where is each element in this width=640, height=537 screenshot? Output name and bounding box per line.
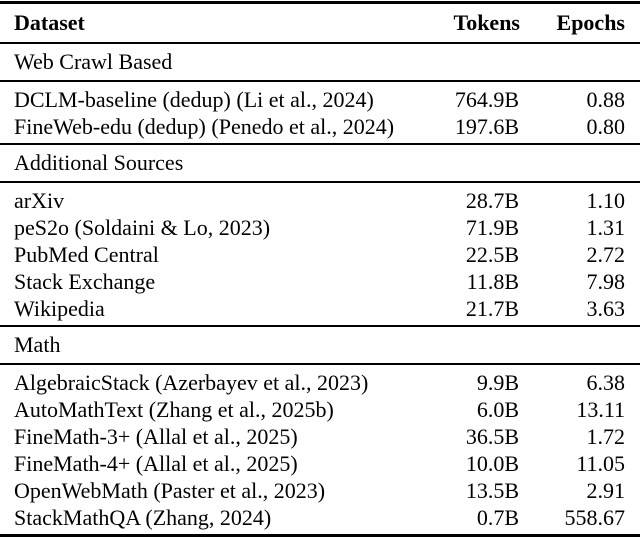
tokens-cell: 197.6B [454,114,519,139]
section-title: Math [0,325,640,365]
tokens-cell: 11.8B [466,269,519,294]
dataset-cell: peS2o (Soldaini & Lo, 2023) [14,215,271,240]
epochs-cell: 1.72 [586,424,626,449]
section-math: Math AlgebraicStack (Azerbayev et al., 2… [0,325,640,537]
dataset-cell: StackMathQA (Zhang, 2024) [0,504,410,537]
table-row: FineWeb-edu (dedup) (Penedo et al., 2024… [0,113,640,144]
section-header-row: Additional Sources [0,143,640,183]
epochs-cell: 6.38 [586,370,626,395]
epochs-cell: 3.63 [586,296,626,321]
section-title: Additional Sources [0,143,640,183]
dataset-cell: AutoMathText (Zhang et al., 2025b) [14,397,334,422]
tokens-cell: 9.9B [476,370,519,395]
epochs-cell: 558.67 [520,504,640,537]
column-header-tokens: Tokens [410,1,520,44]
tokens-cell: 22.5B [465,242,519,267]
column-header-dataset: Dataset [0,1,410,44]
tokens-cell: 10.0B [465,451,519,476]
table-row: Wikipedia 21.7B 3.63 [0,295,640,326]
tokens-cell: 28.7B [465,188,519,213]
tokens-cell: 71.9B [465,215,519,240]
dataset-cell: arXiv [14,188,65,213]
tokens-cell: 21.7B [465,296,519,321]
epochs-cell: 13.11 [576,397,625,422]
dataset-cell: FineMath-3+ (Allal et al., 2025) [14,424,298,449]
table-row: AutoMathText (Zhang et al., 2025b) 6.0B … [0,396,640,423]
epochs-cell: 11.05 [576,451,625,476]
section-header-row: Web Crawl Based [0,42,640,82]
tokens-cell: 13.5B [465,478,519,503]
section-header-row: Math [0,325,640,365]
dataset-cell: DCLM-baseline (dedup) (Li et al., 2024) [14,87,374,112]
table-header-row: Dataset Tokens Epochs [0,1,640,44]
table-row: AlgebraicStack (Azerbayev et al., 2023) … [0,364,640,396]
table-row: FineMath-3+ (Allal et al., 2025) 36.5B 1… [0,423,640,450]
dataset-cell: FineMath-4+ (Allal et al., 2025) [14,451,298,476]
table-row: arXiv 28.7B 1.10 [0,182,640,214]
table-row: peS2o (Soldaini & Lo, 2023) 71.9B 1.31 [0,214,640,241]
section-additional-sources: Additional Sources arXiv 28.7B 1.10 peS2… [0,143,640,326]
table-row: Stack Exchange 11.8B 7.98 [0,268,640,295]
table-row: DCLM-baseline (dedup) (Li et al., 2024) … [0,81,640,113]
epochs-cell: 1.10 [586,188,626,213]
epochs-cell: 2.72 [586,242,626,267]
table-row: StackMathQA (Zhang, 2024) 0.7B 558.67 [0,504,640,537]
column-header-epochs: Epochs [520,1,640,44]
dataset-cell: OpenWebMath (Paster et al., 2023) [14,478,326,503]
dataset-cell: FineWeb-edu (dedup) (Penedo et al., 2024… [14,114,395,139]
dataset-cell: Stack Exchange [14,269,156,294]
section-web-crawl-based: Web Crawl Based DCLM-baseline (dedup) (L… [0,42,640,144]
section-title: Web Crawl Based [0,42,640,82]
epochs-cell: 1.31 [586,215,626,240]
tokens-cell: 764.9B [454,87,519,112]
tokens-cell: 6.0B [476,397,519,422]
tokens-cell: 36.5B [465,424,519,449]
epochs-cell: 2.91 [586,478,626,503]
table-row: PubMed Central 22.5B 2.72 [0,241,640,268]
table-row: OpenWebMath (Paster et al., 2023) 13.5B … [0,477,640,504]
epochs-cell: 7.98 [586,269,626,294]
table-row: FineMath-4+ (Allal et al., 2025) 10.0B 1… [0,450,640,477]
dataset-cell: Wikipedia [14,296,105,321]
dataset-cell: PubMed Central [14,242,159,267]
dataset-cell: AlgebraicStack (Azerbayev et al., 2023) [14,370,369,395]
epochs-cell: 0.88 [586,87,626,112]
epochs-cell: 0.80 [586,114,626,139]
tokens-cell: 0.7B [410,504,520,537]
